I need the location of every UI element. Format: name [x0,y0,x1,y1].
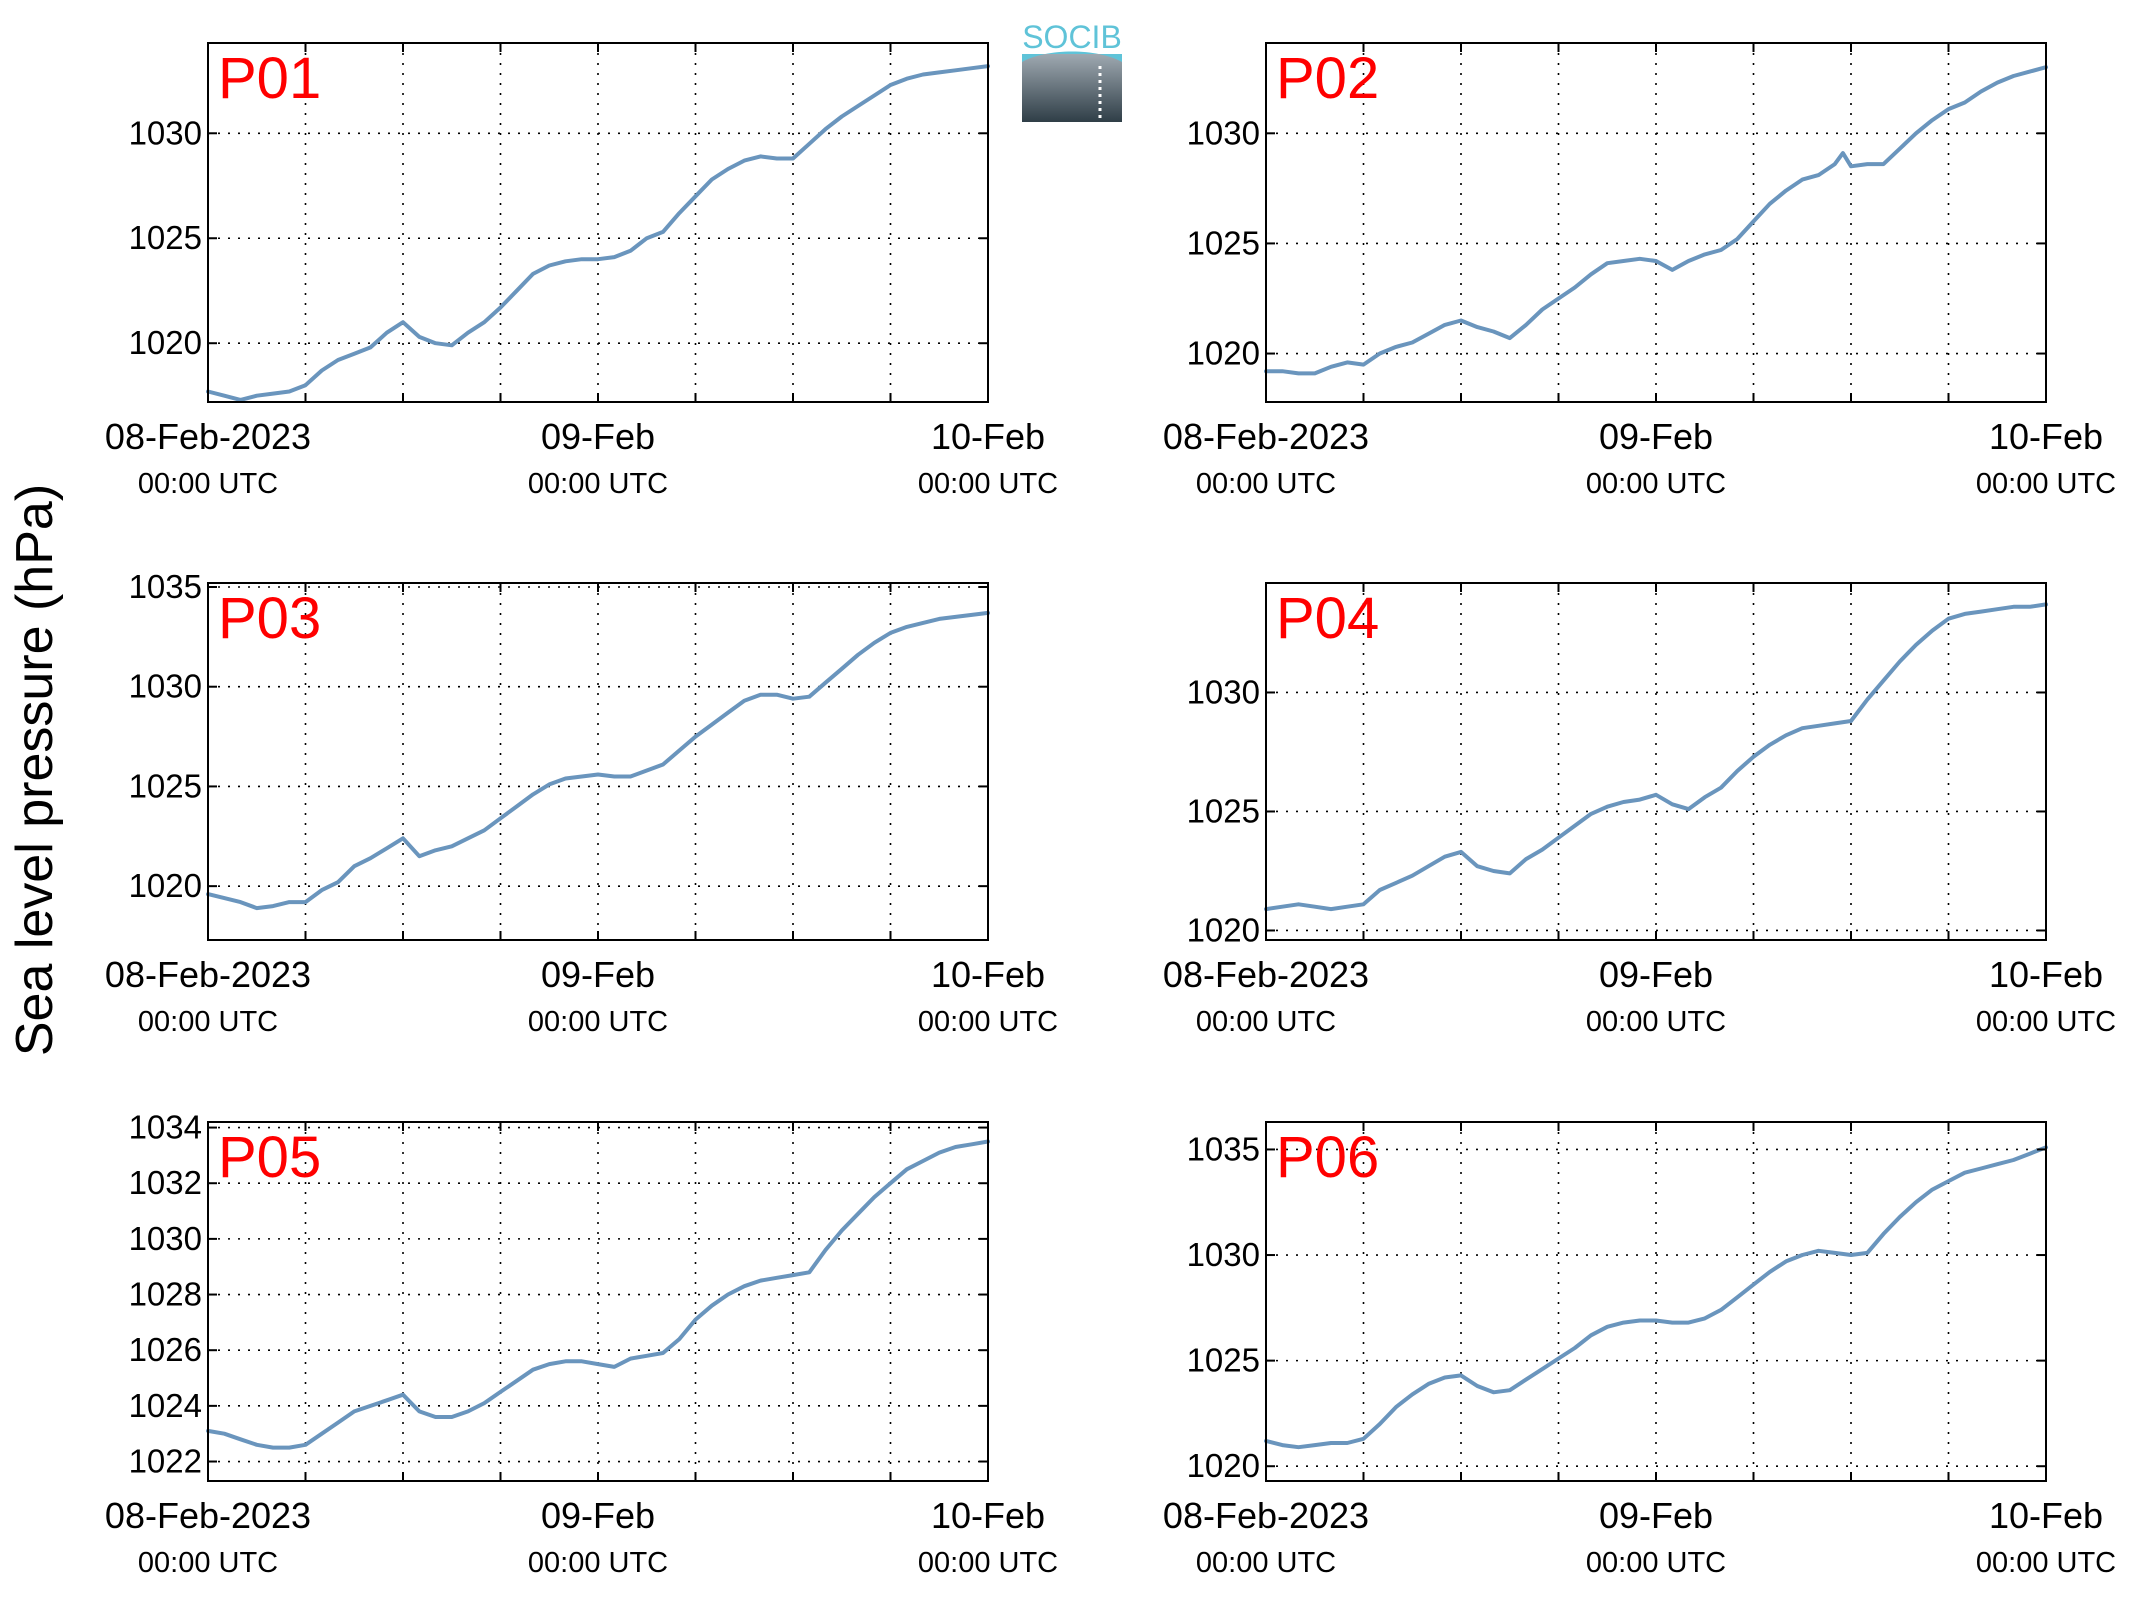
x-tick-label-time: 00:00 UTC [1976,1006,2116,1038]
x-tick-label-time: 00:00 UTC [1586,1547,1726,1579]
x-tick-label-date: 08-Feb-2023 [1163,954,1369,995]
panel-label: P05 [218,1125,321,1190]
x-tick-label-time: 00:00 UTC [1586,468,1726,500]
y-tick-label: 1035 [1187,1130,1260,1167]
panel-p05: 1022 1024 1026 1028 1030 1032 1034 08-Feb-2023 0… [105,1109,1058,1579]
x-tick-label-date: 09-Feb [1599,1495,1713,1536]
x-tick-label-date: 08-Feb-2023 [1163,416,1369,457]
y-tick-label: 1025 [1187,1342,1260,1379]
x-tick-label-date: 09-Feb [541,1495,655,1536]
x-tick-label-time: 00:00 UTC [918,468,1058,500]
x-tick-label-date: 10-Feb [1989,954,2103,995]
x-tick-label-date: 09-Feb [1599,416,1713,457]
logo-text: SOCIB [1022,19,1122,55]
y-tick-label: 1030 [1187,673,1260,710]
panel-label: P04 [1276,586,1379,651]
panel-p06: 1020 1025 1030 1035 08-Feb-2023 00:00 UTC 09-F… [1163,1121,2116,1579]
y-tick-label: 1025 [129,767,202,804]
x-tick-label-time: 00:00 UTC [1586,1006,1726,1038]
x-tick-label-time: 00:00 UTC [528,1547,668,1579]
y-tick-label: 1025 [1187,224,1260,261]
panel-label: P03 [218,586,321,651]
x-tick-label-date: 10-Feb [931,1495,1045,1536]
x-tick-label-date: 10-Feb [1989,416,2103,457]
logo-panel [1022,54,1122,122]
x-tick-label-time: 00:00 UTC [528,468,668,500]
x-tick-label-date: 09-Feb [541,416,655,457]
y-tick-label: 1030 [1187,1236,1260,1273]
y-tick-label: 1020 [129,324,202,361]
x-tick-label-date: 10-Feb [931,416,1045,457]
series-line [206,1139,990,1450]
y-tick-label: 1025 [129,219,202,256]
y-tick-label: 1030 [129,668,202,705]
series-line [206,610,990,911]
x-tick-label-time: 00:00 UTC [138,1006,278,1038]
series-line [206,64,990,402]
y-tick-label: 1020 [1187,335,1260,372]
y-tick-label: 1024 [129,1387,202,1424]
axes-box [1265,1121,2047,1482]
y-tick-label: 1026 [129,1331,202,1368]
panel-label: P06 [1276,1125,1379,1190]
x-tick-label-time: 00:00 UTC [1976,1547,2116,1579]
panel-p01: 1020 1025 1030 08-Feb-2023 00:00 UTC 09-Feb 00… [105,42,1058,500]
panel-p02: 1020 1025 1030 08-Feb-2023 00:00 UTC 09-Feb 00… [1163,42,2116,500]
x-tick-label-time: 00:00 UTC [1196,468,1336,500]
y-tick-label: 1025 [1187,792,1260,829]
x-tick-label-date: 10-Feb [931,954,1045,995]
x-tick-label-date: 10-Feb [1989,1495,2103,1536]
series-line [1264,1145,2048,1450]
x-tick-label-time: 00:00 UTC [1196,1547,1336,1579]
logo-wave [1022,51,1122,62]
x-tick-label-time: 00:00 UTC [918,1006,1058,1038]
socib-logo: SOCIB [1022,19,1122,122]
x-tick-label-time: 00:00 UTC [918,1547,1058,1579]
y-tick-label: 1020 [1187,1447,1260,1484]
y-tick-label: 1030 [129,114,202,151]
y-tick-label: 1030 [1187,114,1260,151]
x-tick-label-time: 00:00 UTC [528,1006,668,1038]
y-tick-label: 1034 [129,1109,202,1146]
panel-p04: 1020 1025 1030 08-Feb-2023 00:00 UTC 09-Feb 00… [1163,582,2116,1038]
y-tick-label: 1035 [129,568,202,605]
x-tick-label-time: 00:00 UTC [1196,1006,1336,1038]
series-line [1264,65,2048,376]
x-tick-label-time: 00:00 UTC [138,1547,278,1579]
axes-box [207,1121,989,1482]
x-tick-label-date: 08-Feb-2023 [105,954,311,995]
x-tick-label-time: 00:00 UTC [1976,468,2116,500]
panel-label: P01 [218,46,321,111]
y-tick-label: 1020 [129,867,202,904]
series-line [1264,602,2048,912]
y-tick-label: 1030 [129,1220,202,1257]
x-tick-label-date: 09-Feb [1599,954,1713,995]
panels: 1020 1025 1030 08-Feb-2023 00:00 UTC 09-Feb 00… [105,42,2116,1579]
y-axis-label: Sea level pressure (hPa) [6,484,64,1056]
x-tick-label-time: 00:00 UTC [138,468,278,500]
x-tick-label-date: 09-Feb [541,954,655,995]
panel-label: P02 [1276,46,1379,111]
x-tick-label-date: 08-Feb-2023 [105,1495,311,1536]
x-tick-label-date: 08-Feb-2023 [105,416,311,457]
panel-p03: 1020 1025 1030 1035 08-Feb-2023 00:00 UTC 09-F… [105,568,1058,1038]
x-tick-label-date: 08-Feb-2023 [1163,1495,1369,1536]
y-tick-label: 1028 [129,1276,202,1313]
y-tick-label: 1032 [129,1164,202,1201]
axes-box [1265,42,2047,403]
y-tick-label: 1022 [129,1443,202,1480]
y-tick-label: 1020 [1187,911,1260,948]
